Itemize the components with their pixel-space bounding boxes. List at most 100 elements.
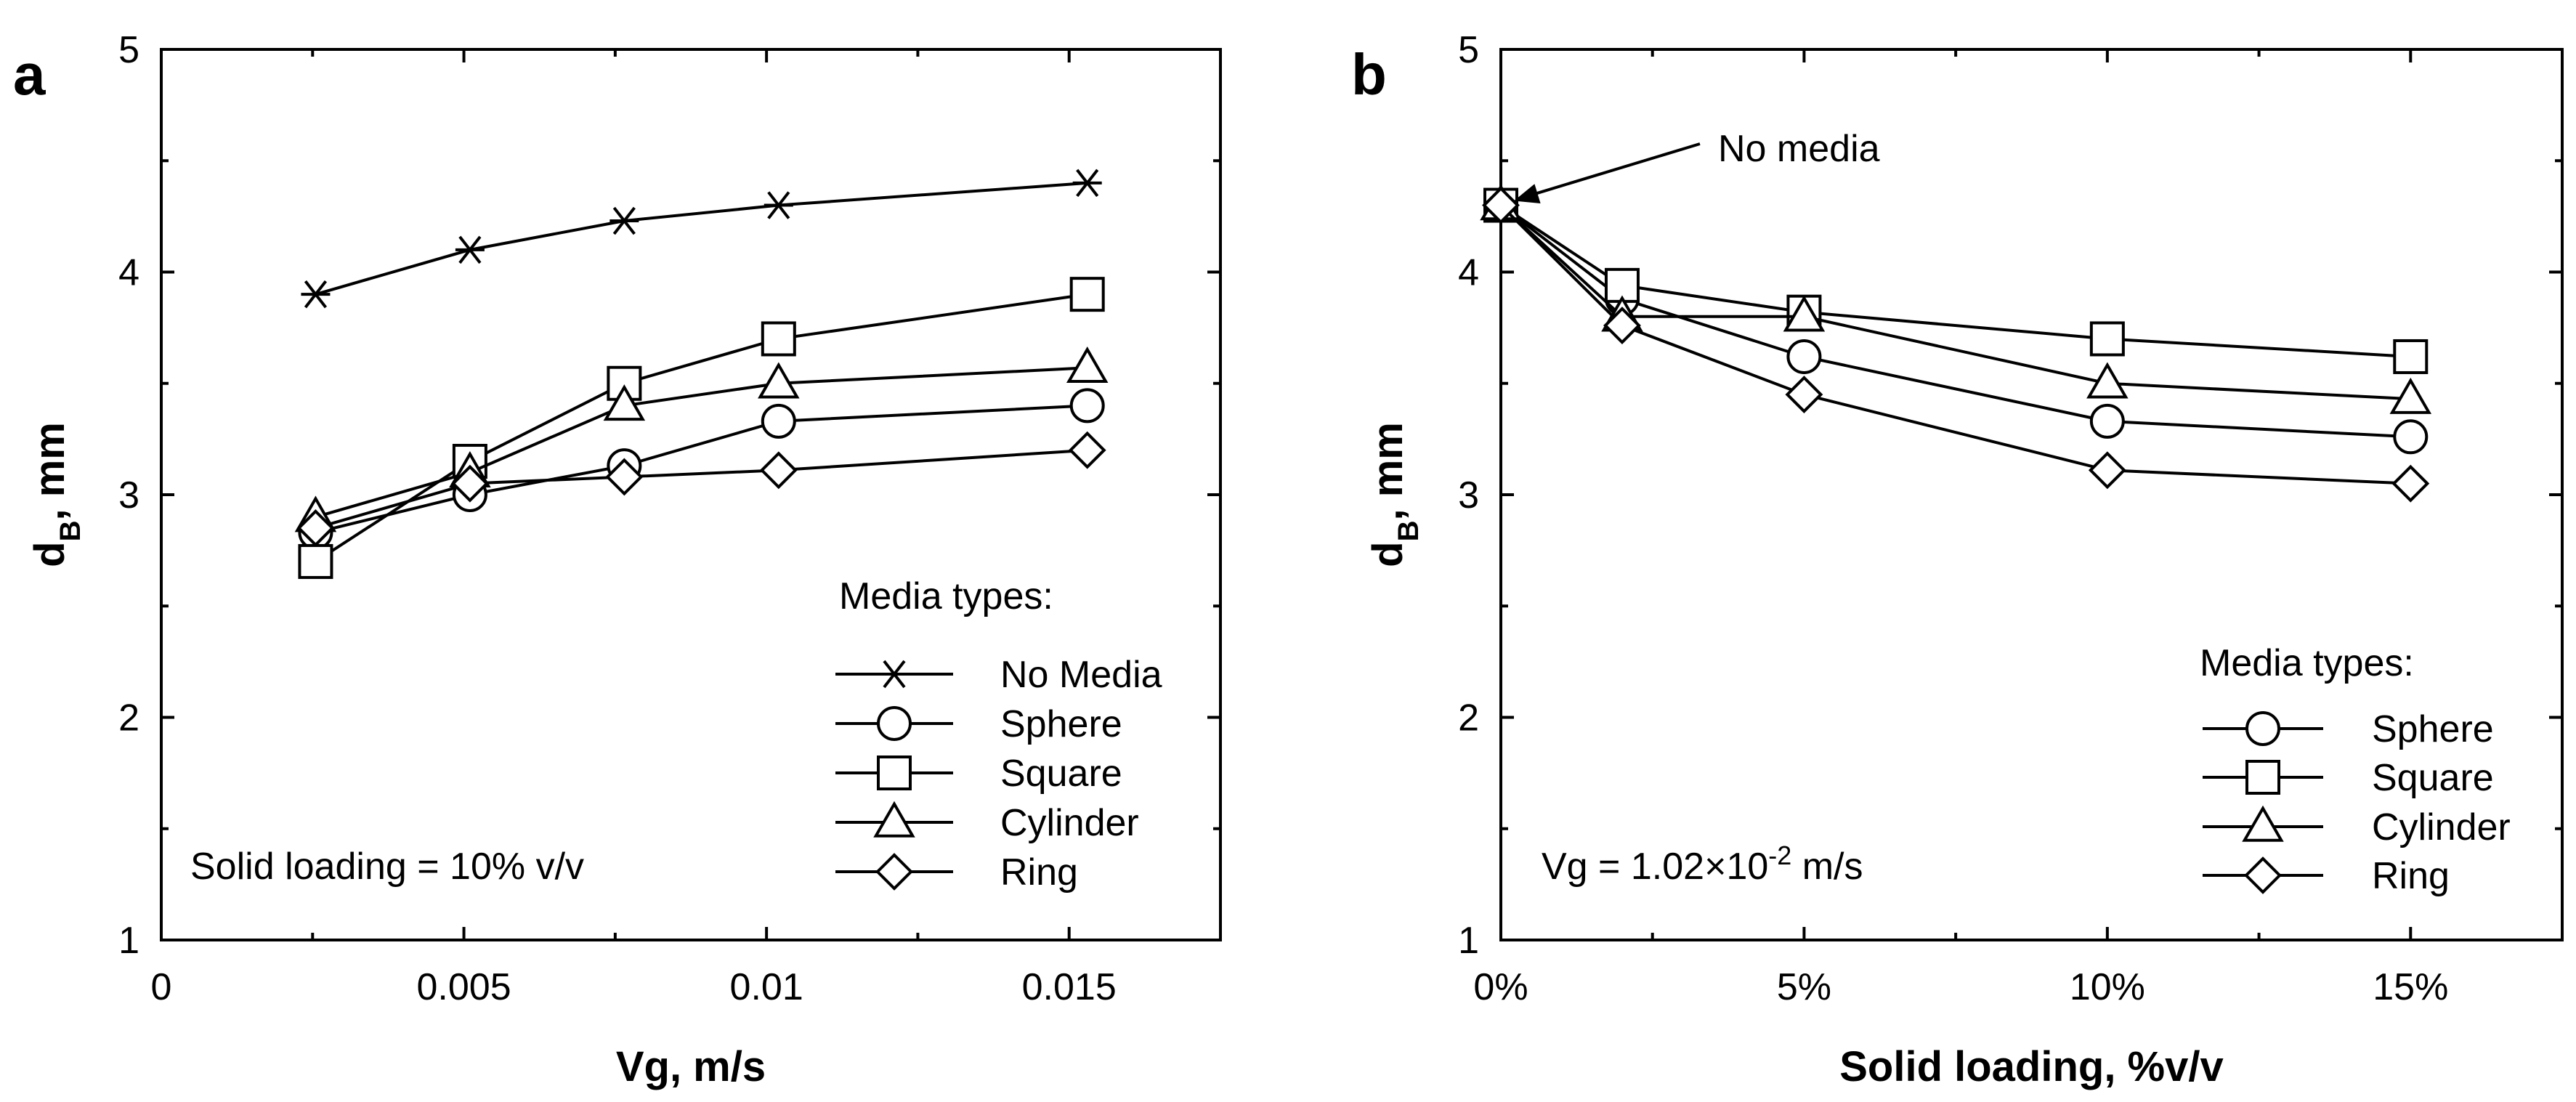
legend-entry: Square: [2203, 757, 2494, 799]
data-point-circle: [2393, 419, 2429, 455]
annotation: Vg = 1.02×10-2 m/s: [1542, 840, 1863, 888]
panel-letter: b: [1351, 42, 1387, 107]
x-tick-label: 0%: [1473, 966, 1528, 1008]
data-point-asterisk-stroke: [612, 206, 636, 235]
x-axis-title: Solid loading, %v/v: [1839, 1043, 2224, 1090]
legend-label: Square: [2372, 757, 2494, 799]
legend-marker-circle: [877, 706, 912, 741]
legend-label: Sphere: [2372, 708, 2494, 750]
legend-entry: Ring: [835, 851, 1078, 894]
y-axis-title: dB, mm: [1364, 422, 1425, 567]
data-point-square: [1069, 277, 1105, 312]
legend-entry: Cylinder: [2203, 805, 2511, 848]
data-point-circle: [2089, 403, 2125, 439]
data-point-asterisk: [1072, 169, 1102, 198]
data-point-diamond: [605, 458, 644, 496]
data-point-asterisk: [455, 235, 485, 264]
legend-label: Sphere: [1000, 703, 1122, 745]
callout: No media: [1514, 128, 1880, 203]
x-axis-title: Vg, m/s: [616, 1043, 766, 1090]
x-tick-label: 0.005: [417, 966, 511, 1008]
legend-label: Cylinder: [1000, 802, 1139, 844]
legend-marker-triangle: [873, 801, 915, 838]
data-point-asterisk-stroke: [1076, 169, 1099, 198]
data-point-asterisk: [301, 280, 331, 309]
x-tick-label: 0: [151, 966, 172, 1008]
y-tick-label: 4: [1458, 252, 1479, 294]
series-sphere: [298, 388, 1105, 551]
y-tick-label: 5: [118, 29, 139, 71]
y-tick-label: 3: [1458, 474, 1479, 516]
y-axis-title-unit: , mm: [26, 422, 73, 520]
y-axis-title-subscript: B: [1393, 521, 1425, 542]
legend-label: Cylinder: [2372, 806, 2511, 848]
data-point-triangle: [603, 384, 646, 421]
data-point-asterisk-stroke: [304, 280, 328, 309]
legend: Media types: No Media Sphere Square Cylinder…: [835, 575, 1162, 894]
series-ring: [296, 431, 1106, 547]
legend-marker-diamond: [2244, 856, 2282, 894]
legend-label: Square: [1000, 753, 1122, 795]
x-tick-label: 5%: [1777, 966, 1831, 1008]
legend-label: Ring: [2372, 855, 2450, 897]
series-line: [315, 448, 1087, 530]
data-point-asterisk: [609, 206, 639, 235]
data-point-square: [761, 321, 796, 357]
annotation-unit: m/s: [1791, 846, 1863, 888]
legend-entry: No Media: [835, 654, 1162, 696]
x-tick-label: 0.01: [730, 966, 803, 1008]
y-tick-label: 3: [118, 474, 139, 516]
series-square: [298, 277, 1105, 579]
data-point-diamond: [296, 509, 335, 547]
legend-label: No Media: [1000, 654, 1162, 696]
y-axis-title-main: d: [1364, 541, 1411, 567]
data-point-circle: [1069, 388, 1105, 424]
series-square: [1483, 187, 2429, 374]
panel-b: 1 2 3 4 5 0% 5% 10% 15% b Solid loading, %v/v dB, m…: [1351, 29, 2564, 1090]
legend-entry: Cylinder: [835, 801, 1139, 844]
data-point-asterisk: [764, 191, 793, 219]
legend-title: Media types:: [2200, 642, 2414, 684]
data-point-diamond: [1482, 186, 1520, 224]
legend-marker-triangle: [2242, 805, 2284, 842]
legend-entry: Sphere: [2203, 708, 2494, 750]
series-no-media: [301, 169, 1102, 309]
legend-entry: Square: [835, 753, 1122, 795]
y-axis-title: dB, mm: [26, 422, 86, 567]
data-point-circle: [761, 403, 796, 439]
series-cylinder: [294, 346, 1109, 532]
x-tick-label: 15%: [2373, 966, 2448, 1008]
y-tick-label: 5: [1458, 29, 1479, 71]
series-line: [1499, 203, 2411, 439]
series-ring: [1482, 186, 2430, 503]
legend-marker-square: [877, 755, 912, 790]
data-point-square: [2089, 321, 2125, 357]
legend-marker-square: [2245, 760, 2280, 795]
panel-letter: a: [13, 42, 46, 107]
series-cylinder: [1480, 184, 2432, 414]
data-point-diamond: [2391, 464, 2430, 503]
x-tick-label: 10%: [2070, 966, 2145, 1008]
data-point-diamond: [1068, 431, 1106, 469]
y-tick-label: 4: [118, 252, 139, 294]
legend: Media types: Sphere Square Cylinder Ring: [2200, 642, 2511, 897]
legend-entry: Ring: [2203, 855, 2450, 897]
y-tick-label: 1: [118, 920, 139, 962]
y-axis-title-subscript: B: [54, 521, 86, 542]
series-line: [315, 181, 1087, 296]
data-point-triangle: [2086, 362, 2129, 399]
annotation-base: Vg = 1.02×10: [1542, 846, 1768, 888]
legend-label: Ring: [1000, 851, 1078, 894]
y-axis-title-main: d: [26, 541, 73, 567]
data-point-diamond: [759, 451, 798, 490]
legend-entry: Sphere: [835, 703, 1122, 745]
y-tick-label: 2: [118, 697, 139, 740]
data-point-triangle: [1783, 295, 1826, 332]
data-point-diamond: [1785, 376, 1823, 414]
series-line: [315, 293, 1087, 563]
legend-title: Media types:: [839, 575, 1053, 617]
data-point-triangle: [758, 362, 800, 399]
y-tick-label: 2: [1458, 697, 1479, 740]
data-point-circle: [1786, 339, 1822, 374]
